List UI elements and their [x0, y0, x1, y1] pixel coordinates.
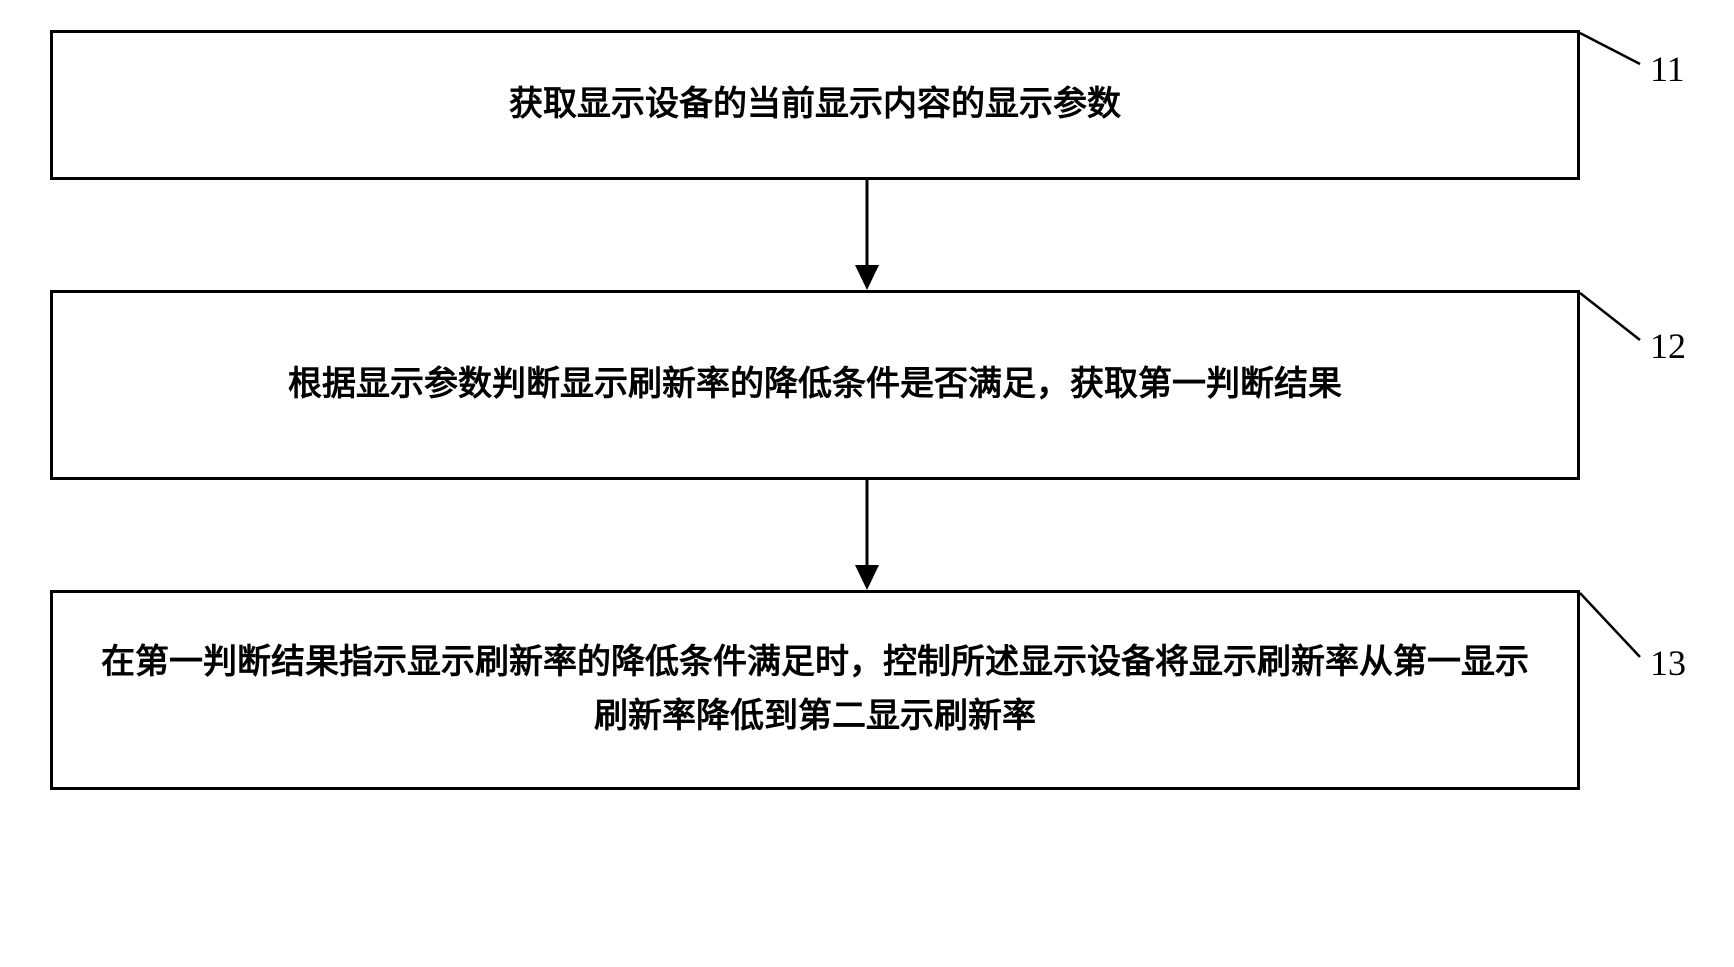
arrow-1-to-2	[50, 180, 1684, 290]
arrow-down-icon	[847, 180, 887, 290]
step-12-text: 根据显示参数判断显示刷新率的降低条件是否满足，获取第一判断结果	[288, 358, 1342, 412]
step-label-13: 13	[1650, 642, 1686, 684]
arrow-2-to-3	[50, 480, 1684, 590]
arrow-down-icon	[847, 480, 887, 590]
step-label-12: 12	[1650, 325, 1686, 367]
flow-step-13: 在第一判断结果指示显示刷新率的降低条件满足时，控制所述显示设备将显示刷新率从第一…	[50, 590, 1580, 790]
flowchart-container: 获取显示设备的当前显示内容的显示参数 根据显示参数判断显示刷新率的降低条件是否满…	[50, 30, 1684, 790]
step-label-11: 11	[1650, 48, 1685, 90]
flow-step-11: 获取显示设备的当前显示内容的显示参数	[50, 30, 1580, 180]
step-11-text: 获取显示设备的当前显示内容的显示参数	[509, 78, 1121, 132]
flow-step-12: 根据显示参数判断显示刷新率的降低条件是否满足，获取第一判断结果	[50, 290, 1580, 480]
step-13-text: 在第一判断结果指示显示刷新率的降低条件满足时，控制所述显示设备将显示刷新率从第一…	[93, 636, 1537, 745]
